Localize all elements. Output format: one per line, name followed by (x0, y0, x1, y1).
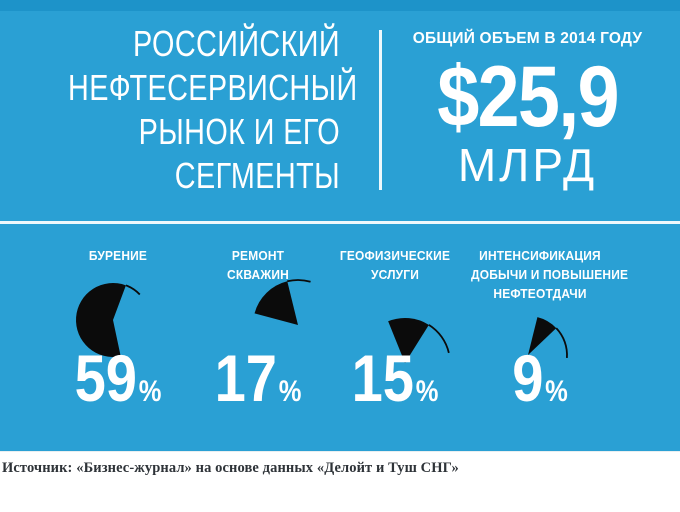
segment-label-line: ГЕОФИЗИЧЕСКИЕ (339, 248, 451, 263)
total-volume-label: ОБЩИЙ ОБЪЕМ В 2014 ГОДУ (412, 30, 643, 47)
header-section: РОССИЙСКИЙ НЕФТЕСЕРВИСНЫЙ РЫНОК И ЕГО СЕ… (0, 11, 680, 223)
page-title-line: РОССИЙСКИЙ (133, 23, 340, 64)
top-accent-strip (0, 0, 680, 11)
segment-percent-number: 17 (214, 341, 278, 415)
total-volume-block: ОБЩИЙ ОБЪЕМ В 2014 ГОДУ $25,9 МЛРД (395, 11, 660, 190)
segment-label-line: СКВАЖИН (227, 267, 289, 282)
percent-sign: % (415, 375, 439, 408)
page-title-line: СЕГМЕНТЫ (174, 155, 340, 196)
segment-label-line: УСЛУГИ (370, 267, 420, 282)
segment-column: ГЕОФИЗИЧЕСКИЕ УСЛУГИ 15% (320, 226, 470, 451)
segment-column: РЕМОНТ СКВАЖИН 17% (183, 226, 333, 451)
segment-label: ГЕОФИЗИЧЕСКИЕ УСЛУГИ (326, 246, 464, 284)
segment-label-line: РЕМОНТ (231, 248, 285, 263)
segment-label: РЕМОНТ СКВАЖИН (189, 246, 327, 284)
percent-sign: % (138, 375, 162, 408)
segment-percent: 59% (54, 345, 182, 429)
page-title-line: НЕФТЕСЕРВИСНЫЙ (68, 67, 358, 108)
segment-label-line: ДОБЫЧИ И ПОВЫШЕНИЕ (471, 267, 629, 282)
total-volume-value: $25,9 (437, 49, 619, 145)
segment-percent: 9% (476, 345, 604, 429)
segment-percent-number: 15 (351, 341, 415, 415)
section-divider (0, 221, 680, 224)
vertical-divider (379, 30, 382, 190)
source-note: Источник: «Бизнес-журнал» на основе данн… (2, 460, 459, 476)
segments-section: БУРЕНИЕ 59% РЕМОНТ СКВАЖИН 17% ГЕОФИЗИЧЕСКИЕ У… (0, 226, 680, 451)
segment-label-line: НЕФТЕОТДАЧИ (493, 286, 587, 301)
percent-sign: % (278, 375, 302, 408)
segment-percent: 15% (331, 345, 459, 429)
footer-section: Источник: «Бизнес-журнал» на основе данн… (0, 451, 680, 512)
segment-column: БУРЕНИЕ 59% (43, 226, 193, 451)
blue-background (0, 0, 680, 451)
segment-label-line: БУРЕНИЕ (88, 248, 148, 263)
page-title: РОССИЙСКИЙ НЕФТЕСЕРВИСНЫЙ РЫНОК И ЕГО СЕ… (68, 22, 358, 198)
segment-label-line: ИНТЕНСИФИКАЦИЯ (479, 248, 601, 263)
segment-column: ИНТЕНСИФИКАЦИЯ ДОБЫЧИ И ПОВЫШЕНИЕ НЕФТЕОТД… (465, 226, 629, 451)
page-title-line: РЫНОК И ЕГО (138, 111, 340, 152)
pie-remainder-arc (125, 284, 141, 296)
segment-percent-number: 9 (512, 341, 544, 415)
percent-sign: % (545, 375, 568, 408)
pie-slice-shape (254, 281, 298, 325)
total-volume-unit: МЛРД (457, 139, 598, 191)
segment-label: ИНТЕНСИФИКАЦИЯ ДОБЫЧИ И ПОВЫШЕНИЕ НЕФТЕОТД… (471, 246, 629, 303)
segment-percent: 17% (194, 345, 322, 429)
segment-percent-number: 59 (74, 341, 138, 415)
segment-label: БУРЕНИЕ (49, 246, 187, 265)
